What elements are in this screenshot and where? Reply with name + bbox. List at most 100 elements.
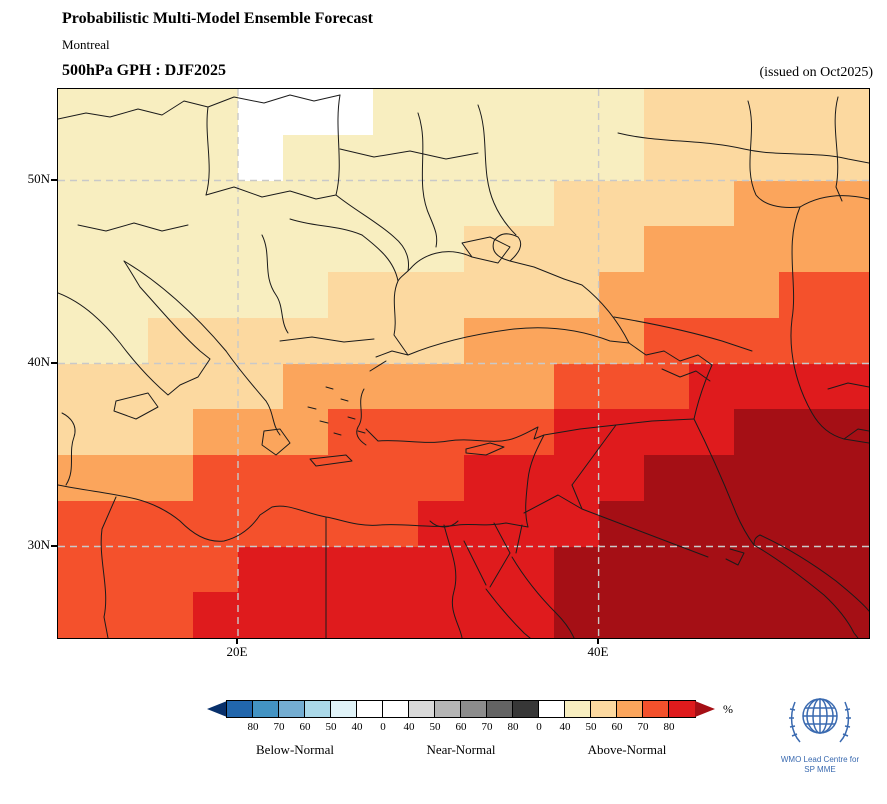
colorbar-box	[357, 701, 383, 717]
probability-cell	[643, 500, 689, 547]
probability-cell	[283, 500, 329, 547]
probability-cell	[373, 226, 419, 272]
probability-cell	[283, 317, 329, 364]
probability-cell	[508, 317, 554, 364]
probability-cell	[688, 592, 734, 638]
map-overlay	[58, 89, 869, 638]
probability-cell	[193, 592, 239, 638]
colorbar-tick-label: 70	[273, 721, 285, 733]
probability-cell	[238, 89, 284, 135]
probability-cell	[778, 134, 824, 181]
colorbar-box	[487, 701, 513, 717]
colorbar-tick-label: 40	[351, 721, 363, 733]
issuing-centre-label: Montreal	[62, 37, 110, 52]
probability-cell	[193, 272, 239, 318]
probability-cell	[823, 89, 869, 135]
colorbar-box	[539, 701, 565, 717]
probability-cell	[823, 317, 869, 364]
probability-cell	[463, 226, 509, 272]
colorbar-tick-label: 40	[403, 721, 415, 733]
colorbar-boxes-below-normal: 80 70 60 50 40 0	[226, 700, 386, 733]
colorbar-box	[253, 701, 279, 717]
probability-cell	[823, 546, 869, 593]
lon-tick-label-40e: 40E	[587, 644, 609, 659]
probability-cell	[643, 180, 689, 227]
probability-cell	[598, 592, 644, 638]
colorbar-tick-label: 40	[559, 721, 571, 733]
probability-cell	[823, 500, 869, 547]
probability-cell	[373, 272, 419, 318]
probability-cell	[58, 180, 104, 227]
probability-cell	[193, 226, 239, 272]
probability-cell	[643, 317, 689, 364]
probability-cell	[58, 226, 104, 272]
probability-cell	[553, 180, 599, 227]
country-borders	[58, 94, 869, 638]
probability-cell	[193, 455, 239, 501]
probability-cell	[463, 272, 509, 318]
probability-cell	[553, 226, 599, 272]
colorbar-box	[383, 701, 409, 717]
probability-cell	[328, 272, 374, 318]
probability-cell	[373, 409, 419, 455]
probability-cell	[778, 409, 824, 455]
probability-cell	[148, 500, 194, 547]
probability-cell	[418, 455, 464, 501]
probability-cell	[148, 89, 194, 135]
colorbar-section-near-normal: 40 50 60 70 80 0 Near-Normal	[382, 700, 542, 757]
probability-cell	[103, 363, 149, 410]
probability-cell	[58, 89, 104, 135]
wmo-logo-text-line1: WMO Lead Centre for	[780, 755, 860, 764]
probability-cell	[193, 134, 239, 181]
probability-cell	[598, 89, 644, 135]
colorbar-tick-label: 80	[507, 721, 519, 733]
lat-tick-label-50n: 50N	[27, 171, 50, 186]
colorbar-boxes-near-normal: 40 50 60 70 80 0	[382, 700, 542, 733]
probability-cell	[778, 363, 824, 410]
colorbar-box	[513, 701, 539, 717]
probability-cell	[688, 89, 734, 135]
page-title: Probabilistic Multi-Model Ensemble Forec…	[62, 10, 373, 27]
probability-cell	[553, 592, 599, 638]
probability-cell	[553, 134, 599, 181]
probability-cell	[238, 180, 284, 227]
colorbar-box	[331, 701, 357, 717]
colorbar-tick-label: 70	[637, 721, 649, 733]
probability-grid	[58, 89, 869, 638]
probability-cell	[823, 226, 869, 272]
probability-cell	[103, 226, 149, 272]
colorbar-tick-label: 70	[481, 721, 493, 733]
probability-cell	[373, 89, 419, 135]
probability-cell	[373, 363, 419, 410]
probability-cell	[238, 317, 284, 364]
probability-cell	[733, 89, 779, 135]
probability-cell	[463, 180, 509, 227]
colorbar-box	[617, 701, 643, 717]
probability-cell	[103, 89, 149, 135]
colorbar-box	[461, 701, 487, 717]
colorbar-box	[305, 701, 331, 717]
colorbar-tick-label: 60	[611, 721, 623, 733]
colorbar-arrow-above-normal	[695, 701, 715, 717]
probability-cell	[103, 134, 149, 181]
probability-cell	[643, 592, 689, 638]
colorbar-box	[669, 701, 695, 717]
probability-cell	[823, 363, 869, 410]
colorbar-boxes-above-normal: 40 50 60 70 80	[538, 700, 696, 733]
colorbar-arrow-below-normal	[207, 701, 227, 717]
probability-cell	[193, 546, 239, 593]
probability-cell	[508, 89, 554, 135]
probability-cell	[283, 592, 329, 638]
probability-cell	[733, 226, 779, 272]
probability-cell	[733, 546, 779, 593]
probability-cell	[373, 317, 419, 364]
probability-cell	[688, 500, 734, 547]
probability-cell	[463, 317, 509, 364]
probability-cell	[58, 500, 104, 547]
probability-cell	[418, 363, 464, 410]
probability-cell	[733, 134, 779, 181]
probability-cell	[373, 134, 419, 181]
probability-cell	[823, 272, 869, 318]
colorbar-tick-label: 50	[325, 721, 337, 733]
probability-cell	[283, 363, 329, 410]
